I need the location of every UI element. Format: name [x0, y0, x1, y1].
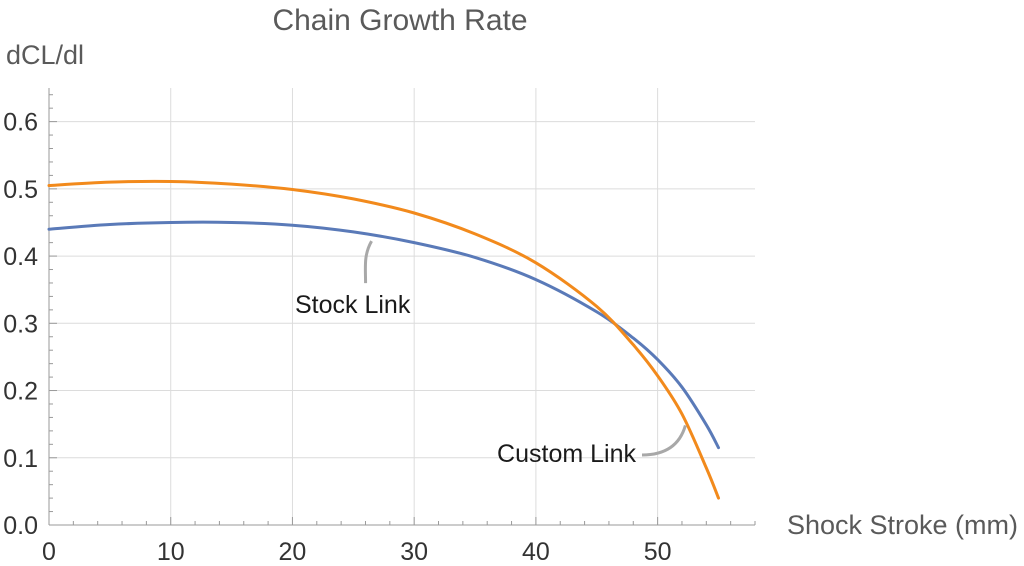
- annotations: Stock Link Custom Link: [295, 240, 687, 468]
- x-tick-label: 20: [279, 538, 307, 566]
- axes: 0 10 20 30 40 50 0.0 0.1 0.2 0.3 0.4 0.5 0.6: [3, 88, 756, 566]
- series-line-stock-link: [47, 220, 720, 450]
- y-tick-label: 0.2: [3, 378, 38, 406]
- chart-title: Chain Growth Rate: [272, 4, 527, 37]
- grid: [49, 88, 755, 525]
- y-tick-label: 0.0: [3, 512, 38, 540]
- x-tick-label: 10: [157, 538, 185, 566]
- y-tick-label: 0.4: [3, 243, 38, 271]
- callout-leader-stock-link: [363, 240, 373, 284]
- callout-leader-custom-link: [641, 425, 687, 457]
- x-tick-label: 30: [400, 538, 428, 566]
- x-axis-label: Shock Stroke (mm): [787, 510, 1018, 540]
- callout-custom-link: Custom Link: [497, 440, 636, 468]
- y-tick-label: 0.5: [3, 176, 38, 204]
- callout-stock-link: Stock Link: [295, 291, 411, 319]
- y-tick-label: 0.1: [3, 445, 38, 473]
- series-line-custom-link: [47, 179, 720, 500]
- x-tick-label: 0: [42, 538, 56, 566]
- y-axis-label: dCL/dl: [6, 40, 84, 70]
- y-tick-label: 0.6: [3, 109, 38, 137]
- x-tick-label: 50: [644, 538, 672, 566]
- y-tick-label: 0.3: [3, 310, 38, 338]
- series-layer: [47, 179, 720, 500]
- x-tick-label: 40: [522, 538, 550, 566]
